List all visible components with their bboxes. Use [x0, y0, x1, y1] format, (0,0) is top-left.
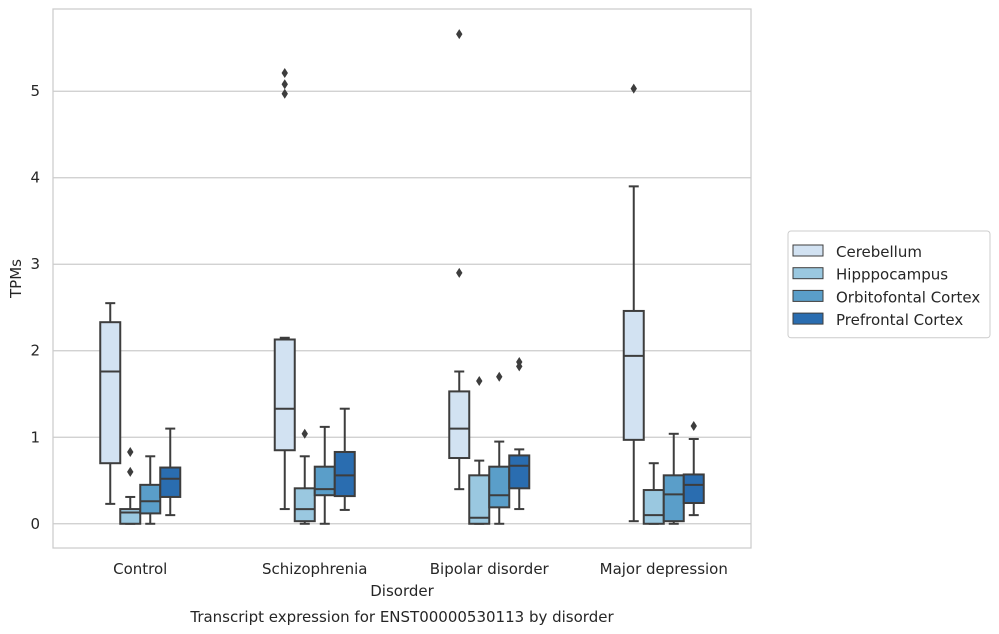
- outlier-point: [127, 466, 134, 477]
- outlier-point: [456, 29, 463, 40]
- x-tick-label: Bipolar disorder: [430, 560, 550, 578]
- y-tick-label: 5: [30, 82, 40, 100]
- plot-frame: [52, 8, 752, 549]
- box-plot: [273, 68, 296, 511]
- outlier-point: [281, 68, 288, 79]
- box-plot: [642, 462, 665, 525]
- box: [159, 466, 182, 498]
- box: [488, 465, 511, 509]
- box-plot: [508, 356, 531, 511]
- box: [119, 508, 142, 525]
- outlier-point: [281, 88, 288, 99]
- box: [642, 489, 665, 525]
- outlier-point: [476, 376, 483, 387]
- box: [448, 390, 471, 460]
- chart-caption: Transcript expression for ENST0000053011…: [189, 608, 614, 626]
- y-tick-label: 0: [30, 515, 40, 533]
- x-tick-label: Control: [113, 560, 167, 578]
- box-plot: [99, 302, 122, 505]
- legend: Cerebellum Hipppocampus Orbitofontal Corte…: [787, 230, 991, 339]
- box-plot: [468, 376, 491, 525]
- x-tick-label: Major depression: [600, 560, 728, 578]
- box: [682, 473, 705, 505]
- box: [333, 450, 356, 498]
- box-plot: [662, 432, 685, 525]
- outlier-point: [456, 267, 463, 278]
- box-plot: [293, 428, 316, 525]
- box: [313, 465, 336, 497]
- box: [662, 474, 685, 523]
- outlier-point: [496, 371, 503, 382]
- legend-label: Orbitofontal Cortex: [836, 288, 980, 306]
- y-tick-label: 3: [30, 255, 40, 273]
- y-tick-label: 2: [30, 342, 40, 360]
- legend-label: Cerebellum: [836, 243, 922, 261]
- box-plot: [139, 455, 162, 525]
- y-tick-labels: 0 1 2 3 4 5: [30, 82, 40, 533]
- legend-swatch: [792, 244, 824, 257]
- legend-swatch: [792, 289, 824, 302]
- legend-swatch: [792, 312, 824, 325]
- box-plot: [333, 407, 356, 511]
- box-plot: [313, 425, 336, 525]
- box: [273, 338, 296, 452]
- legend-label: Prefrontal Cortex: [836, 311, 963, 329]
- box: [293, 487, 316, 523]
- x-tick-labels: Control Schizophrenia Bipolar disorder Majo…: [113, 560, 728, 578]
- y-tick-label: 4: [30, 169, 40, 187]
- box: [139, 483, 162, 515]
- box-plot: [448, 29, 471, 491]
- x-axis-label: Disorder: [370, 582, 434, 600]
- outlier-point: [516, 356, 523, 367]
- box: [468, 474, 491, 525]
- legend-frame: [787, 230, 991, 339]
- y-tick-label: 1: [30, 428, 40, 446]
- box-plot: [159, 427, 182, 517]
- box-plot: [682, 421, 705, 517]
- outlier-point: [690, 421, 697, 432]
- box-plot: [622, 83, 645, 523]
- box: [99, 321, 122, 465]
- outlier-point: [281, 79, 288, 90]
- box: [508, 454, 531, 490]
- outlier-point: [301, 428, 308, 439]
- legend-label: Hipppocampus: [836, 266, 948, 284]
- outlier-point: [127, 446, 134, 457]
- box: [622, 309, 645, 441]
- gridlines: [53, 90, 751, 525]
- y-axis-label: TPMs: [7, 259, 25, 299]
- box-plot: [488, 371, 511, 525]
- outlier-point: [630, 83, 637, 94]
- legend-swatch: [792, 267, 824, 280]
- box-plot-marks: [99, 29, 705, 525]
- box-plot: [119, 446, 142, 525]
- x-tick-label: Schizophrenia: [262, 560, 367, 578]
